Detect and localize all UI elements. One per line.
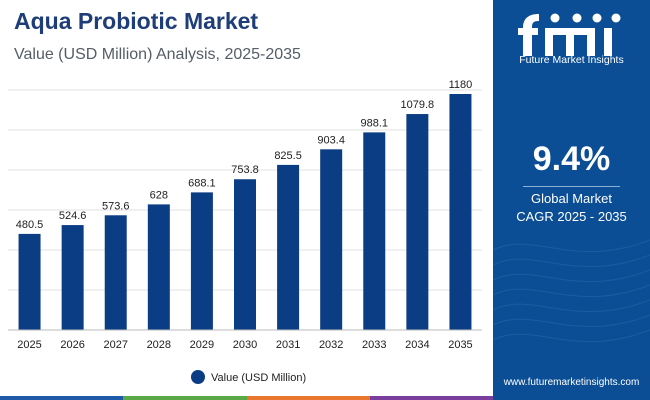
- data-label-2035: 1180: [449, 79, 473, 91]
- x-tick-label-2029: 2029: [190, 339, 214, 351]
- bar-2032: [320, 149, 343, 330]
- data-label-2032: 903.4: [317, 134, 345, 146]
- x-tick-label-2027: 2027: [103, 339, 127, 351]
- bar-2028: [147, 204, 170, 330]
- x-tick-label-2030: 2030: [233, 339, 257, 351]
- stripe-segment: [0, 396, 124, 400]
- x-tick-label-2034: 2034: [405, 339, 429, 351]
- cagr-value: 9.4%: [532, 140, 611, 178]
- bar-2027: [104, 215, 127, 330]
- brand-name: Future Market Insights: [519, 54, 624, 66]
- bar-chart: 480.5 524.6 573.6 628 688.1 753.8 825.5 903.4 98…: [8, 79, 482, 384]
- stripe-segment: [123, 396, 247, 400]
- chart-title: Aqua Probiotic Market: [14, 8, 259, 34]
- bar-2030: [234, 179, 256, 330]
- x-tick-label-2031: 2031: [276, 339, 300, 351]
- chart-subtitle: Value (USD Million) Analysis, 2025-2035: [14, 46, 301, 63]
- data-label-2030: 753.8: [231, 164, 259, 176]
- bar-2029: [190, 192, 213, 330]
- website-url: www.futuremarketinsights.com: [503, 377, 640, 388]
- bottom-color-stripe: [0, 396, 493, 400]
- bar-2025: [18, 233, 41, 330]
- cagr-label-line2: CAGR 2025 - 2035: [516, 209, 627, 224]
- background-wave-pattern: [493, 239, 650, 343]
- data-labels: 480.5 524.6 573.6 628 688.1 753.8 825.5 903.4 98…: [16, 79, 473, 231]
- data-label-2031: 825.5: [274, 150, 302, 162]
- data-label-2029: 688.1: [188, 177, 216, 189]
- fmi-logo-icon: [518, 13, 621, 56]
- bars: [18, 94, 472, 330]
- data-label-2028: 628: [150, 189, 168, 201]
- data-label-2033: 988.1: [361, 117, 389, 129]
- bar-2034: [406, 114, 429, 330]
- data-label-2027: 573.6: [102, 200, 130, 212]
- sidebar-panel: Future Market Insights 9.4% Global Marke…: [493, 0, 650, 400]
- bar-2033: [363, 132, 386, 330]
- data-label-2026: 524.6: [59, 210, 87, 222]
- bar-2026: [61, 225, 84, 330]
- data-label-2025: 480.5: [16, 219, 44, 231]
- x-tick-label-2026: 2026: [60, 339, 84, 351]
- x-tick-label-2033: 2033: [362, 339, 386, 351]
- x-tick-label-2035: 2035: [448, 339, 472, 351]
- data-label-2034: 1079.8: [401, 99, 435, 111]
- divider: [523, 186, 620, 187]
- x-axis-tick-labels: 2025 2026 2027 2028 2029 2030 2031 2032 2033 2034…: [17, 339, 472, 351]
- x-tick-label-2032: 2032: [319, 339, 343, 351]
- bar-2035: [449, 94, 472, 330]
- x-tick-label-2028: 2028: [147, 339, 171, 351]
- x-tick-label-2025: 2025: [17, 339, 41, 351]
- stripe-segment: [246, 396, 370, 400]
- cagr-label: Global Market CAGR 2025 - 2035: [493, 190, 650, 226]
- cagr-label-line1: Global Market: [531, 191, 612, 206]
- legend-marker: [191, 370, 205, 384]
- stripe-segment: [369, 396, 493, 400]
- bar-2031: [277, 164, 300, 330]
- legend-label: Value (USD Million): [211, 372, 306, 384]
- legend: Value (USD Million): [191, 370, 306, 384]
